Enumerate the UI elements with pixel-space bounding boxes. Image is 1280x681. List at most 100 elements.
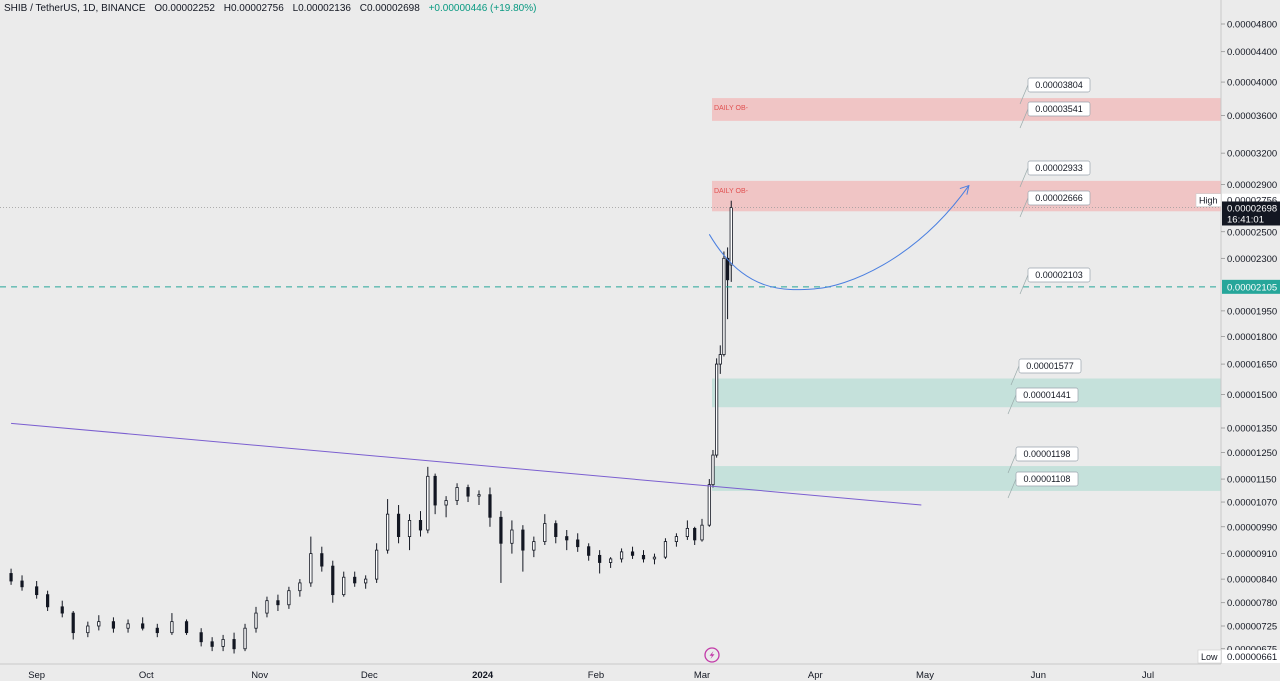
candle-body[interactable] — [418, 520, 423, 531]
trendline[interactable] — [11, 422, 922, 506]
candle-body[interactable] — [700, 524, 704, 541]
candle-body[interactable] — [184, 621, 189, 634]
candle-body[interactable] — [210, 641, 214, 647]
candle-body[interactable] — [141, 623, 145, 629]
candle-body[interactable] — [598, 554, 602, 563]
candle-body[interactable] — [353, 576, 357, 584]
candle-body[interactable] — [331, 565, 335, 596]
price-callout[interactable]: 0.00001198 — [1007, 446, 1079, 474]
candle-body[interactable] — [97, 621, 101, 627]
supply-zone-0[interactable] — [712, 98, 1221, 121]
candle-body[interactable] — [298, 582, 302, 592]
candle-body[interactable] — [609, 558, 613, 563]
candle-body[interactable] — [630, 551, 635, 556]
callout-leader — [1019, 84, 1029, 105]
y-tick-label: 0.00001070 — [1227, 498, 1277, 509]
candle-body[interactable] — [711, 454, 715, 486]
price-callout[interactable]: 0.00002933 — [1019, 160, 1091, 188]
candle-body[interactable] — [725, 257, 730, 281]
candle-body[interactable] — [426, 475, 430, 531]
symbol-title[interactable]: SHIB / TetherUS, 1D, BINANCE — [4, 3, 146, 14]
callout-value: 0.00001441 — [1023, 390, 1071, 400]
projection-curve[interactable] — [708, 185, 970, 291]
candle-body[interactable] — [60, 606, 64, 614]
candle-body[interactable] — [652, 556, 657, 560]
time-axis[interactable]: Sep Oct Nov Dec 2024 Feb Mar Apr May Jun Jul — [28, 670, 1154, 681]
candle-body[interactable] — [718, 354, 722, 365]
ohlc-change: +0.00000446 (+19.80%) — [428, 3, 537, 14]
y-tick-label: 0.00000910 — [1227, 549, 1277, 560]
candle-body[interactable] — [221, 639, 225, 647]
candle-body[interactable] — [155, 627, 159, 634]
price-callout[interactable]: 0.00001577 — [1010, 358, 1082, 386]
candle-body[interactable] — [477, 494, 481, 497]
candle-body[interactable] — [674, 536, 679, 542]
candle-body[interactable] — [685, 527, 689, 537]
candle-body[interactable] — [587, 546, 591, 556]
price-axis[interactable]: 0.00004800 0.00004400 0.00004000 0.00003600… — [1221, 20, 1277, 656]
price-callout[interactable]: 0.00003541 — [1019, 101, 1091, 129]
candle-body[interactable] — [20, 580, 24, 588]
callout-leader — [1019, 108, 1029, 129]
demand-zone-2[interactable] — [712, 378, 1221, 408]
candle-body[interactable] — [543, 523, 547, 542]
candle-body[interactable] — [619, 551, 624, 560]
candle-body[interactable] — [707, 484, 711, 526]
callout-value: 0.00001198 — [1024, 449, 1071, 459]
candle-body[interactable] — [309, 553, 313, 584]
candle-body[interactable] — [576, 539, 580, 548]
candle-body[interactable] — [232, 639, 236, 650]
candle-body[interactable] — [35, 586, 39, 596]
candle-body[interactable] — [693, 527, 697, 541]
candle-body[interactable] — [287, 590, 291, 606]
candle-body[interactable] — [499, 516, 503, 544]
candle-body[interactable] — [46, 594, 50, 608]
price-callout[interactable]: 0.00003804 — [1019, 77, 1091, 105]
candle-body[interactable] — [455, 487, 459, 501]
candle-body[interactable] — [715, 363, 719, 456]
candle-body[interactable] — [466, 487, 470, 497]
callout-box — [1018, 358, 1082, 374]
candle-body[interactable] — [386, 513, 390, 551]
candle-body[interactable] — [199, 632, 203, 643]
price-callout[interactable]: 0.00001108 — [1007, 471, 1079, 499]
supply-zone-1[interactable] — [712, 180, 1221, 212]
candle-body[interactable] — [342, 576, 346, 596]
candle-body[interactable] — [641, 554, 646, 560]
candle-body[interactable] — [433, 475, 437, 506]
price-callout[interactable]: 0.00001441 — [1007, 387, 1079, 415]
candle-body[interactable] — [565, 536, 569, 541]
candle-body[interactable] — [86, 625, 90, 634]
candle-body[interactable] — [521, 529, 525, 551]
candle-body[interactable] — [729, 207, 733, 266]
candle-body[interactable] — [407, 520, 412, 537]
candle-body[interactable] — [364, 578, 368, 584]
candle-body[interactable] — [488, 494, 492, 518]
candle-body[interactable] — [243, 627, 247, 650]
candle-body[interactable] — [254, 612, 258, 629]
candle-body[interactable] — [554, 523, 558, 537]
candle-body[interactable] — [170, 621, 174, 634]
zone-label-0: DAILY OB- — [714, 105, 749, 112]
price-callout[interactable]: 0.00002666 — [1019, 190, 1091, 218]
candle-body[interactable] — [9, 573, 13, 582]
candle-body[interactable] — [375, 549, 379, 580]
candle-body[interactable] — [510, 529, 514, 544]
candle-body[interactable] — [276, 600, 280, 606]
callouts-layer: 0.00003804 0.00003541 0.00002933 0.00002666… — [1007, 77, 1091, 499]
x-tick-label: Sep — [28, 670, 45, 681]
candle-body[interactable] — [722, 257, 726, 355]
candle-body[interactable] — [265, 600, 269, 614]
demand-zone-3[interactable] — [712, 466, 1221, 491]
lightning-icon[interactable] — [704, 647, 720, 663]
candle-body[interactable] — [444, 500, 448, 506]
candle-body[interactable] — [126, 623, 130, 629]
candle-body[interactable] — [320, 553, 324, 567]
candle-body[interactable] — [532, 541, 536, 551]
candle-body[interactable] — [71, 612, 75, 634]
candle-body[interactable] — [663, 541, 668, 558]
price-callout[interactable]: 0.00002103 — [1019, 267, 1091, 295]
candle-body[interactable] — [111, 621, 116, 629]
candle-body[interactable] — [396, 513, 401, 537]
